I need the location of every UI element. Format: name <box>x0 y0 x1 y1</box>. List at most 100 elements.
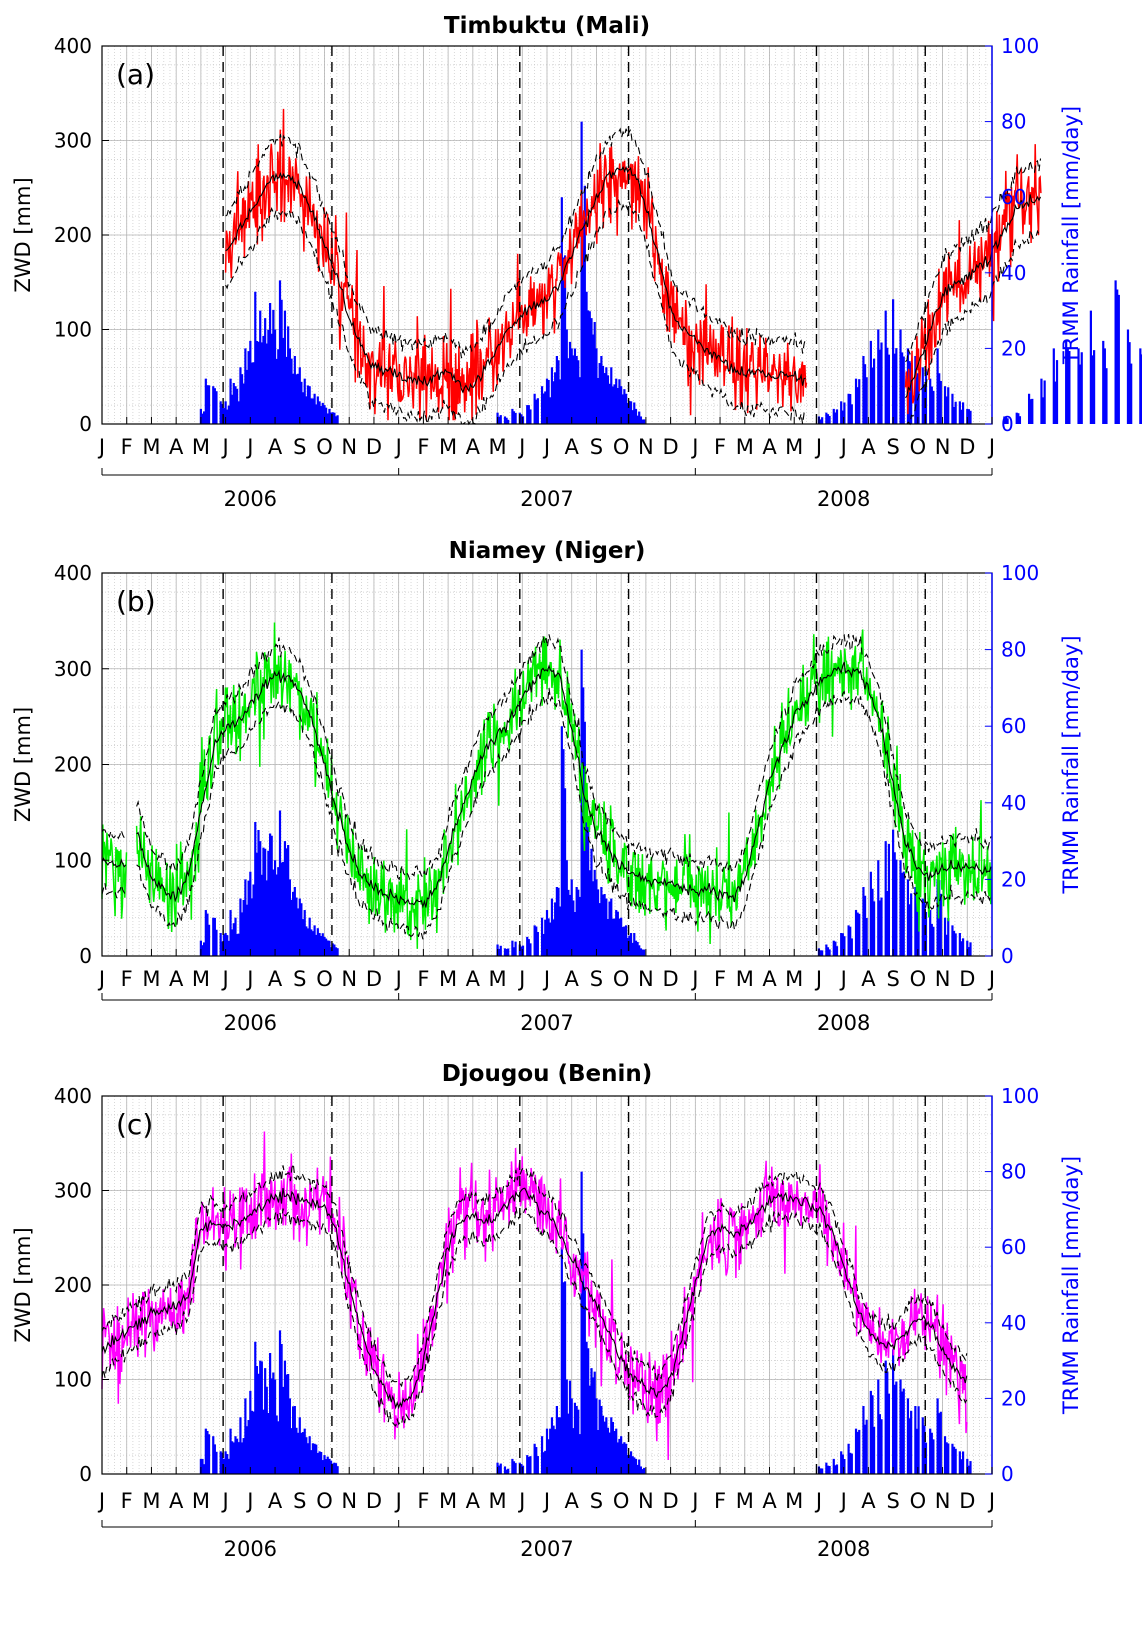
month-label: J <box>690 1489 698 1513</box>
month-label: A <box>762 967 777 991</box>
panel-title: Niamey (Niger) <box>449 538 646 564</box>
y-tick-label: 400 <box>54 561 92 585</box>
y-tick-label: 100 <box>54 318 92 342</box>
y-right-tick-label: 0 <box>1001 412 1014 436</box>
month-label: M <box>785 1489 803 1513</box>
month-label: A <box>169 435 184 459</box>
y-right-tick-label: 60 <box>1001 714 1026 738</box>
panel-djougou: 0 100 200 300 400 0 20 40 60 80 100 ZWD [mm] TRMM Ra… <box>11 1061 1083 1561</box>
month-label: M <box>736 967 754 991</box>
zwd-lower-band <box>225 198 806 426</box>
month-label: J <box>517 967 525 991</box>
month-label: J <box>97 967 105 991</box>
month-label: M <box>192 967 210 991</box>
month-label: M <box>488 435 506 459</box>
year-label: 2007 <box>520 1011 573 1035</box>
y-tick-label: 200 <box>54 1273 92 1297</box>
month-label: A <box>762 1489 777 1513</box>
panel-label: (a) <box>116 58 155 91</box>
year-label: 2007 <box>520 487 573 511</box>
month-label: M <box>192 435 210 459</box>
month-label: M <box>488 967 506 991</box>
y-tick-label: 300 <box>54 657 92 681</box>
y-tick-label: 400 <box>54 34 92 58</box>
month-label: D <box>366 435 382 459</box>
zwd-upper-band <box>136 633 992 881</box>
y-right-tick-label: 40 <box>1001 261 1026 285</box>
month-label: J <box>690 435 698 459</box>
month-label: J <box>542 967 550 991</box>
y-tick-label: 0 <box>79 1462 92 1486</box>
month-label: M <box>142 435 160 459</box>
y-tick-label: 100 <box>54 1368 92 1392</box>
month-label: M <box>785 967 803 991</box>
month-label: J <box>221 435 229 459</box>
month-label: D <box>663 1489 679 1513</box>
month-label: J <box>394 967 402 991</box>
month-label: O <box>910 1489 927 1513</box>
month-label: J <box>987 435 995 459</box>
y-right-tick-label: 0 <box>1001 944 1014 968</box>
month-label: S <box>293 967 306 991</box>
zwd-lower-band <box>101 1206 968 1428</box>
month-label: O <box>316 1489 333 1513</box>
month-label: J <box>839 1489 847 1513</box>
month-label: O <box>613 435 630 459</box>
y-tick-label: 400 <box>54 1084 92 1108</box>
y-right-tick-label: 60 <box>1001 1235 1026 1259</box>
month-label: M <box>439 435 457 459</box>
y-right-axis-label: TRMM Rainfall [mm/day] <box>1059 106 1083 365</box>
month-label: A <box>762 435 777 459</box>
y-axis-label: ZWD [mm] <box>11 707 35 822</box>
y-axis-label: ZWD [mm] <box>11 1227 35 1342</box>
year-label: 2008 <box>817 487 870 511</box>
month-label: A <box>861 435 876 459</box>
month-label: J <box>221 967 229 991</box>
y-tick-label: 0 <box>79 944 92 968</box>
month-label: J <box>987 967 995 991</box>
month-label: F <box>714 1489 726 1513</box>
month-label: J <box>839 967 847 991</box>
panel-title: Timbuktu (Mali) <box>444 13 650 39</box>
year-label: 2008 <box>817 1537 870 1561</box>
month-label: D <box>959 1489 975 1513</box>
month-label: J <box>690 967 698 991</box>
month-label: J <box>245 435 253 459</box>
month-label: O <box>316 967 333 991</box>
zwd-running-mean <box>136 661 992 909</box>
month-label: M <box>142 967 160 991</box>
month-label: S <box>293 435 306 459</box>
month-label: J <box>97 1489 105 1513</box>
month-label: A <box>268 1489 283 1513</box>
month-label: M <box>439 967 457 991</box>
y-right-tick-label: 20 <box>1001 1386 1026 1410</box>
y-tick-label: 100 <box>54 848 92 872</box>
y-right-tick-label: 80 <box>1001 638 1026 662</box>
y-right-tick-label: 20 <box>1001 336 1026 360</box>
month-label: N <box>638 435 654 459</box>
month-label: M <box>488 1489 506 1513</box>
y-tick-label: 200 <box>54 753 92 777</box>
month-label: S <box>293 1489 306 1513</box>
month-label: A <box>466 435 481 459</box>
month-label: N <box>341 435 357 459</box>
month-label: S <box>886 1489 899 1513</box>
zwd-upper-band <box>101 1163 968 1388</box>
y-tick-label: 0 <box>79 412 92 436</box>
y-tick-label: 300 <box>54 129 92 153</box>
zwd-running-mean <box>225 165 806 394</box>
y-tick-label: 300 <box>54 1179 92 1203</box>
year-label: 2006 <box>224 1011 277 1035</box>
month-label: M <box>439 1489 457 1513</box>
month-label: M <box>142 1489 160 1513</box>
month-label: F <box>417 1489 429 1513</box>
month-label: F <box>121 967 133 991</box>
month-label: A <box>169 967 184 991</box>
month-label: S <box>590 435 603 459</box>
month-label: M <box>785 435 803 459</box>
month-label: A <box>268 435 283 459</box>
y-right-tick-label: 100 <box>1001 1084 1039 1108</box>
month-label: D <box>366 967 382 991</box>
month-label: F <box>121 435 133 459</box>
y-right-tick-label: 20 <box>1001 867 1026 891</box>
